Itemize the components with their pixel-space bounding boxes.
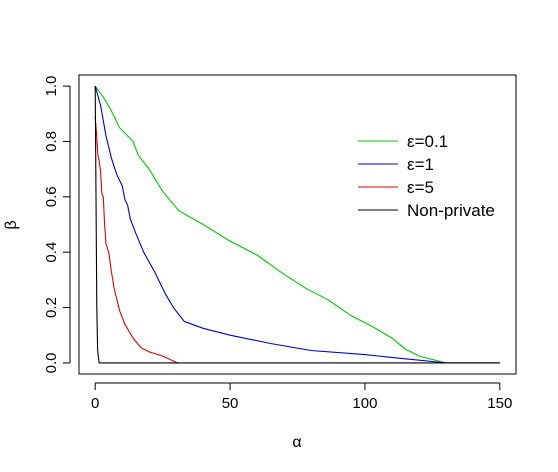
x-tick-label: 0 [91,395,99,412]
y-tick-label: 0.0 [43,352,60,373]
y-tick-label: 1.0 [43,76,60,97]
plot-frame [78,74,517,375]
x-tick-label: 150 [487,395,512,412]
y-tick-label: 0.8 [43,131,60,152]
series-line-3 [94,86,500,364]
legend: ε=0.1 ε=1 ε=5 Non-private [358,132,495,220]
y-tick-label: 0.2 [43,297,60,318]
y-tick-label: 0.4 [43,242,60,263]
legend-label: ε=1 [407,155,434,174]
legend-label: ε=0.1 [407,132,448,151]
x-tick-label: 100 [352,395,377,412]
series-line-2 [94,116,179,364]
x-tick-label: 50 [222,395,239,412]
series-line-1 [94,85,500,364]
series-line-0 [94,85,500,364]
x-axis-title: α [292,434,301,451]
y-tick-label: 0.6 [43,186,60,207]
y-axis-title: β [3,220,20,229]
series-layer [94,85,500,364]
legend-label: Non-private [407,201,495,220]
legend-label: ε=5 [407,178,434,197]
x-axis: 0 50 100 150 [91,382,512,412]
y-axis: 0.0 0.2 0.4 0.6 0.8 1.0 [43,76,71,373]
